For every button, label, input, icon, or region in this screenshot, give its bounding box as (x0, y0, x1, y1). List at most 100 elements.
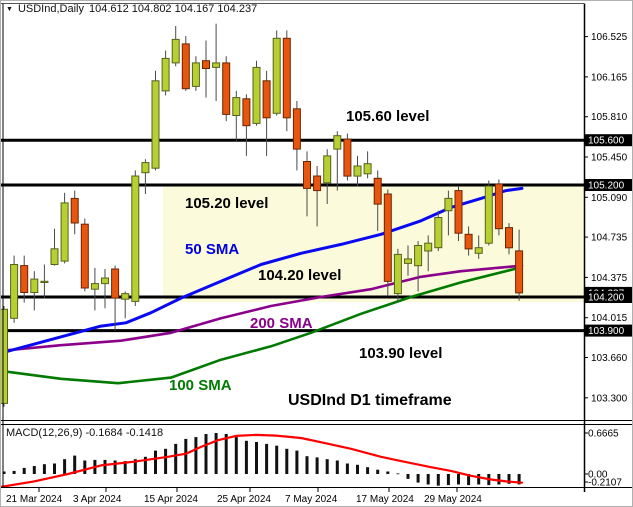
macd-bar (376, 469, 380, 474)
candle-body (404, 258, 412, 264)
macd-bar (416, 474, 420, 483)
candle-body (464, 233, 473, 250)
sma50-line (1, 186, 524, 355)
candle-body (191, 62, 200, 87)
macd-indicator-label: MACD(12,26,9) -0.1684 -0.1418 (6, 427, 164, 439)
price-tag-text: 103.900 (588, 326, 625, 337)
candle-body (60, 202, 69, 262)
candle-body (474, 247, 483, 254)
macd-bar (32, 466, 36, 474)
macd-bar (53, 463, 56, 474)
chart-title: ▼ USDInd,Daily 104.612 104.802 104.167 1… (6, 3, 257, 15)
candle-body (111, 268, 120, 299)
macd-bar (467, 474, 471, 486)
macd-bar (22, 467, 26, 474)
candle-body (212, 62, 221, 68)
macd-bar (255, 442, 258, 474)
candle-body (40, 280, 49, 283)
candle-body (80, 223, 89, 289)
date-label: 17 May 2024 (356, 494, 414, 505)
macd-bar (143, 456, 147, 474)
price-axis-label: 105.090 (591, 193, 628, 204)
macd-bar (103, 459, 107, 474)
price-axis-label: 106.525 (591, 32, 628, 43)
sma200-label: 200 SMA (250, 315, 313, 332)
macd-bar (345, 463, 349, 474)
candle-body (202, 60, 210, 70)
candle-body (444, 197, 453, 212)
candle-body (484, 185, 493, 244)
sma200-line (1, 264, 524, 353)
candle-body (232, 97, 241, 116)
candle-body (121, 293, 130, 300)
price-tag (585, 291, 632, 303)
macd-bar (184, 438, 188, 474)
macd-bar (356, 464, 359, 474)
candle-body (434, 217, 443, 249)
macd-bar (436, 474, 440, 486)
macd-bar (477, 474, 481, 485)
ohlc-values: 104.612 104.802 104.167 104.237 (88, 3, 258, 15)
macd-bar (386, 471, 390, 474)
sma100-label: 100 SMA (169, 377, 232, 394)
candle-body (131, 175, 140, 302)
candles (1, 23, 524, 407)
macd-bar (154, 450, 157, 474)
candle-body (50, 248, 59, 266)
candle-body (70, 197, 79, 224)
macd-bar (83, 460, 87, 474)
price-axis-label: 104.015 (591, 313, 628, 324)
candle-body (454, 190, 463, 234)
candle-body (303, 161, 311, 189)
macd-bar (406, 474, 410, 479)
macd-bar (113, 460, 117, 474)
candle-body (171, 38, 180, 64)
highlight-zone (163, 185, 584, 303)
candle-body (292, 108, 301, 150)
macd-bar (517, 474, 521, 485)
macd-bar (123, 461, 127, 474)
candle-body (282, 37, 291, 119)
price-tag-text: 105.600 (588, 136, 625, 147)
macd-histogram (2, 433, 521, 486)
candle-body (151, 80, 160, 169)
symbol-dropdown-icon[interactable]: ▼ (6, 5, 13, 13)
price-axis-label: 105.450 (591, 153, 628, 164)
macd-scale-label: -0.2107 (588, 478, 622, 489)
price-axis-label: 103.300 (591, 393, 628, 404)
macd-bar (244, 440, 248, 474)
candle-body (333, 135, 342, 150)
candle-body (101, 277, 109, 285)
candle-body (353, 165, 362, 177)
candle-body (383, 193, 392, 282)
macd-scale-label: 0.00 (588, 470, 608, 481)
price-axis-label: 106.165 (591, 72, 628, 83)
candle-body (1, 308, 8, 404)
macd-bar (497, 474, 501, 485)
date-label: 21 Mar 2024 (6, 494, 63, 505)
macd-bar (446, 474, 450, 486)
macd-bar (73, 455, 77, 474)
macd-bar (164, 448, 168, 474)
macd-bar (335, 460, 339, 474)
macd-bar (63, 459, 67, 474)
macd-bar (325, 459, 329, 474)
candle-body (343, 138, 352, 177)
level-103-90-label: 103.90 level (359, 345, 442, 362)
candle-body (515, 250, 524, 294)
macd-bar (133, 459, 137, 474)
macd-bar (214, 433, 218, 474)
macd-signal-line (1, 433, 524, 488)
candle-body (323, 155, 332, 184)
macd-bar (204, 434, 208, 474)
date-label: 29 May 2024 (424, 494, 482, 505)
date-label: 3 Apr 2024 (73, 494, 122, 505)
macd-bar (507, 474, 511, 484)
price-tag-text: 105.200 (588, 181, 625, 192)
candle-body (161, 57, 170, 92)
macd-bar (315, 457, 319, 474)
sma50-label: 50 SMA (185, 241, 239, 258)
macd-bar (2, 471, 6, 474)
date-label: 15 Apr 2024 (144, 494, 198, 505)
